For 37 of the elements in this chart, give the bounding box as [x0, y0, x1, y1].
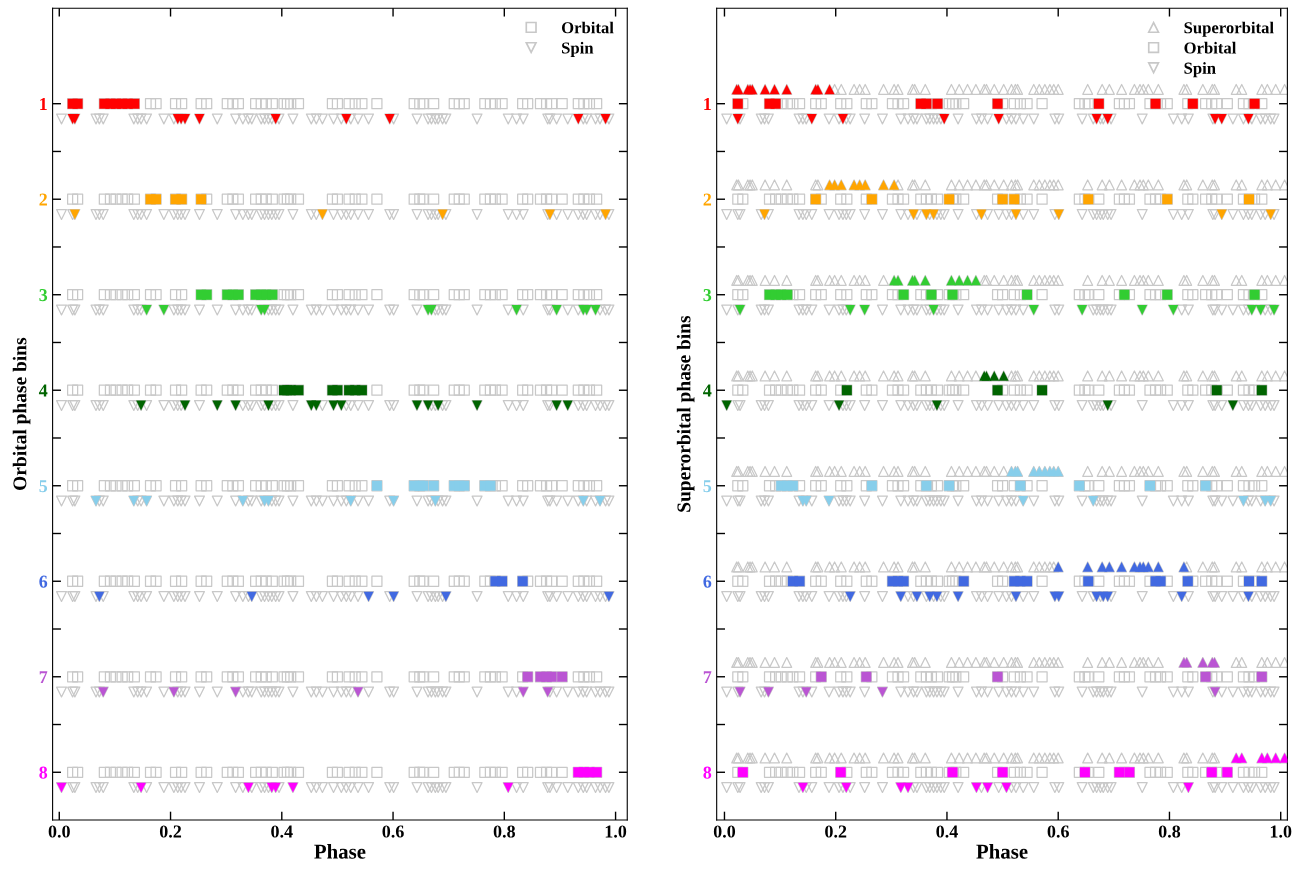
x-tick-label: 0.4 — [271, 825, 293, 838]
legend-label: Orbital — [1184, 41, 1237, 54]
y-tick-label: 2 — [703, 193, 712, 206]
x-tick-label: 0.0 — [713, 825, 736, 838]
y-tick-label: 2 — [39, 193, 47, 206]
x-tick-label: 0.4 — [936, 825, 958, 838]
x-axis-title: Phase — [976, 844, 1028, 859]
y-tick-label: 3 — [703, 289, 712, 302]
x-tick-label: 1.0 — [605, 825, 627, 838]
y-tick-label: 6 — [39, 575, 48, 588]
y-tick-label: 6 — [703, 575, 712, 588]
x-axis-title: Phase — [314, 844, 366, 859]
y-tick-label: 8 — [703, 766, 712, 779]
y-tick-label: 1 — [40, 98, 47, 110]
x-tick-label: 0.2 — [825, 825, 847, 838]
legend-label: Superorbital — [1184, 21, 1274, 37]
y-tick-label: 7 — [703, 671, 712, 684]
y-tick-label: 4 — [38, 384, 48, 397]
legend-label: Spin — [1184, 62, 1216, 78]
x-tick-label: 0.8 — [493, 825, 515, 838]
y-axis-title: Orbital phase bins — [12, 337, 31, 490]
x-tick-label: 0.2 — [159, 825, 182, 838]
x-tick-label: 0.8 — [1158, 825, 1181, 838]
y-tick-label: 5 — [39, 480, 48, 493]
y-axis-title: Superorbital phase bins — [676, 315, 695, 512]
y-tick-label: 5 — [703, 480, 712, 493]
y-tick-label: 3 — [39, 289, 48, 302]
y-tick-label: 8 — [39, 766, 48, 779]
x-tick-label: 0.6 — [1047, 825, 1069, 838]
legend-label: Spin — [562, 41, 594, 57]
y-tick-label: 4 — [703, 384, 712, 397]
legend-label: Orbital — [561, 21, 614, 34]
y-tick-label: 1 — [704, 98, 711, 110]
x-tick-label: 0.0 — [48, 825, 70, 838]
x-tick-label: 1.0 — [1270, 825, 1292, 838]
y-tick-label: 7 — [39, 671, 48, 684]
x-tick-label: 0.6 — [382, 825, 404, 838]
